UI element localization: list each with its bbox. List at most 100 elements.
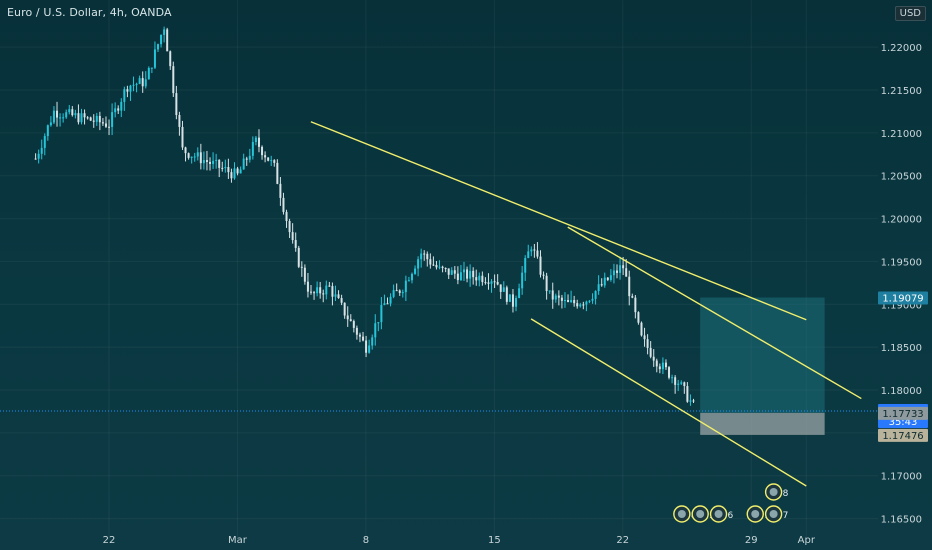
candle-body[interactable] (530, 249, 533, 252)
candle-body[interactable] (472, 270, 475, 278)
candle-body[interactable] (236, 168, 239, 174)
candle-body[interactable] (401, 292, 404, 294)
candle-body[interactable] (389, 296, 392, 304)
candle-body[interactable] (398, 290, 401, 293)
candle-body[interactable] (533, 249, 536, 251)
candle-body[interactable] (585, 301, 588, 305)
candle-body[interactable] (291, 232, 294, 241)
candle-body[interactable] (202, 160, 205, 164)
candle-body[interactable] (325, 285, 328, 295)
candle-body[interactable] (135, 83, 138, 85)
candle-body[interactable] (196, 152, 199, 157)
candle-body[interactable] (169, 51, 172, 67)
candle-body[interactable] (248, 155, 251, 160)
candle-body[interactable] (664, 362, 667, 368)
candle-body[interactable] (111, 112, 114, 127)
candle-body[interactable] (567, 299, 570, 302)
candle-body[interactable] (499, 284, 502, 292)
candle-body[interactable] (163, 29, 166, 35)
candle-body[interactable] (215, 159, 218, 161)
candle-body[interactable] (643, 335, 646, 340)
candle-body[interactable] (306, 281, 309, 292)
candle-body[interactable] (588, 300, 591, 302)
candle-body[interactable] (83, 113, 86, 118)
candle-body[interactable] (463, 269, 465, 273)
candle-body[interactable] (628, 276, 631, 297)
candle-body[interactable] (557, 295, 560, 298)
candle-body[interactable] (166, 29, 169, 52)
candle-body[interactable] (184, 147, 187, 154)
candle-body[interactable] (438, 266, 441, 268)
symbol-title[interactable]: Euro / U.S. Dollar, 4h, OANDA (7, 6, 172, 19)
candle-body[interactable] (300, 266, 303, 268)
candle-body[interactable] (178, 114, 181, 127)
candle-body[interactable] (674, 377, 677, 385)
candle-body[interactable] (245, 158, 248, 160)
candle-body[interactable] (254, 137, 257, 143)
candle-body[interactable] (554, 295, 557, 300)
candle-body[interactable] (49, 122, 52, 126)
candle-body[interactable] (273, 160, 276, 163)
candle-body[interactable] (386, 303, 389, 305)
candle-body[interactable] (365, 340, 368, 353)
candle-body[interactable] (456, 273, 459, 281)
candle-body[interactable] (466, 269, 469, 279)
candle-body[interactable] (120, 101, 123, 111)
candle-body[interactable] (484, 282, 487, 284)
candle-body[interactable] (313, 292, 316, 294)
candle-body[interactable] (187, 153, 190, 158)
candle-body[interactable] (407, 280, 410, 282)
candle-body[interactable] (609, 275, 612, 280)
candle-body[interactable] (560, 297, 563, 301)
candle-body[interactable] (114, 108, 117, 113)
candle-body[interactable] (496, 282, 499, 285)
candle-body[interactable] (417, 259, 420, 269)
candle-body[interactable] (80, 113, 83, 123)
candle-body[interactable] (358, 334, 361, 337)
candle-body[interactable] (490, 281, 493, 284)
candle-body[interactable] (132, 84, 135, 86)
candle-body[interactable] (218, 159, 221, 168)
candle-body[interactable] (668, 367, 671, 378)
candle-body[interactable] (551, 290, 554, 300)
candle-body[interactable] (267, 157, 270, 161)
candle-body[interactable] (671, 377, 674, 379)
candle-body[interactable] (450, 270, 453, 275)
candle-body[interactable] (573, 300, 576, 304)
candle-body[interactable] (199, 152, 202, 164)
candle-body[interactable] (175, 93, 178, 115)
candle-body[interactable] (441, 266, 444, 269)
candle-body[interactable] (622, 265, 625, 269)
time-axis[interactable]: 22 Mar 8 15 22 29 Apr (103, 535, 816, 546)
candle-body[interactable] (420, 253, 423, 260)
candle-body[interactable] (362, 336, 365, 341)
candle-body[interactable] (230, 172, 233, 179)
trendline[interactable] (530, 318, 807, 487)
price-axis[interactable]: 1.165001.170001.175001.180001.185001.190… (881, 43, 922, 525)
candle-body[interactable] (349, 319, 352, 322)
candle-body[interactable] (487, 282, 490, 284)
candle-body[interactable] (594, 291, 597, 299)
candle-body[interactable] (680, 382, 683, 384)
candle-body[interactable] (426, 253, 429, 260)
candle-body[interactable] (689, 400, 692, 402)
candle-body[interactable] (316, 287, 319, 294)
candle-body[interactable] (34, 158, 37, 160)
economic-event-icon[interactable]: 6 (709, 505, 734, 523)
candle-body[interactable] (104, 123, 107, 127)
candle-body[interactable] (511, 294, 514, 307)
candle-body[interactable] (40, 147, 43, 154)
candle-body[interactable] (527, 251, 530, 259)
candle-body[interactable] (270, 160, 273, 162)
candle-body[interactable] (150, 67, 153, 69)
candle-body[interactable] (221, 167, 224, 169)
candle-body[interactable] (346, 315, 349, 320)
candle-body[interactable] (172, 66, 175, 94)
candle-body[interactable] (606, 277, 609, 280)
trendlines[interactable] (310, 121, 862, 487)
trendline[interactable] (567, 226, 862, 400)
candle-body[interactable] (141, 78, 144, 87)
candle-body[interactable] (331, 286, 334, 297)
candle-body[interactable] (86, 117, 89, 119)
